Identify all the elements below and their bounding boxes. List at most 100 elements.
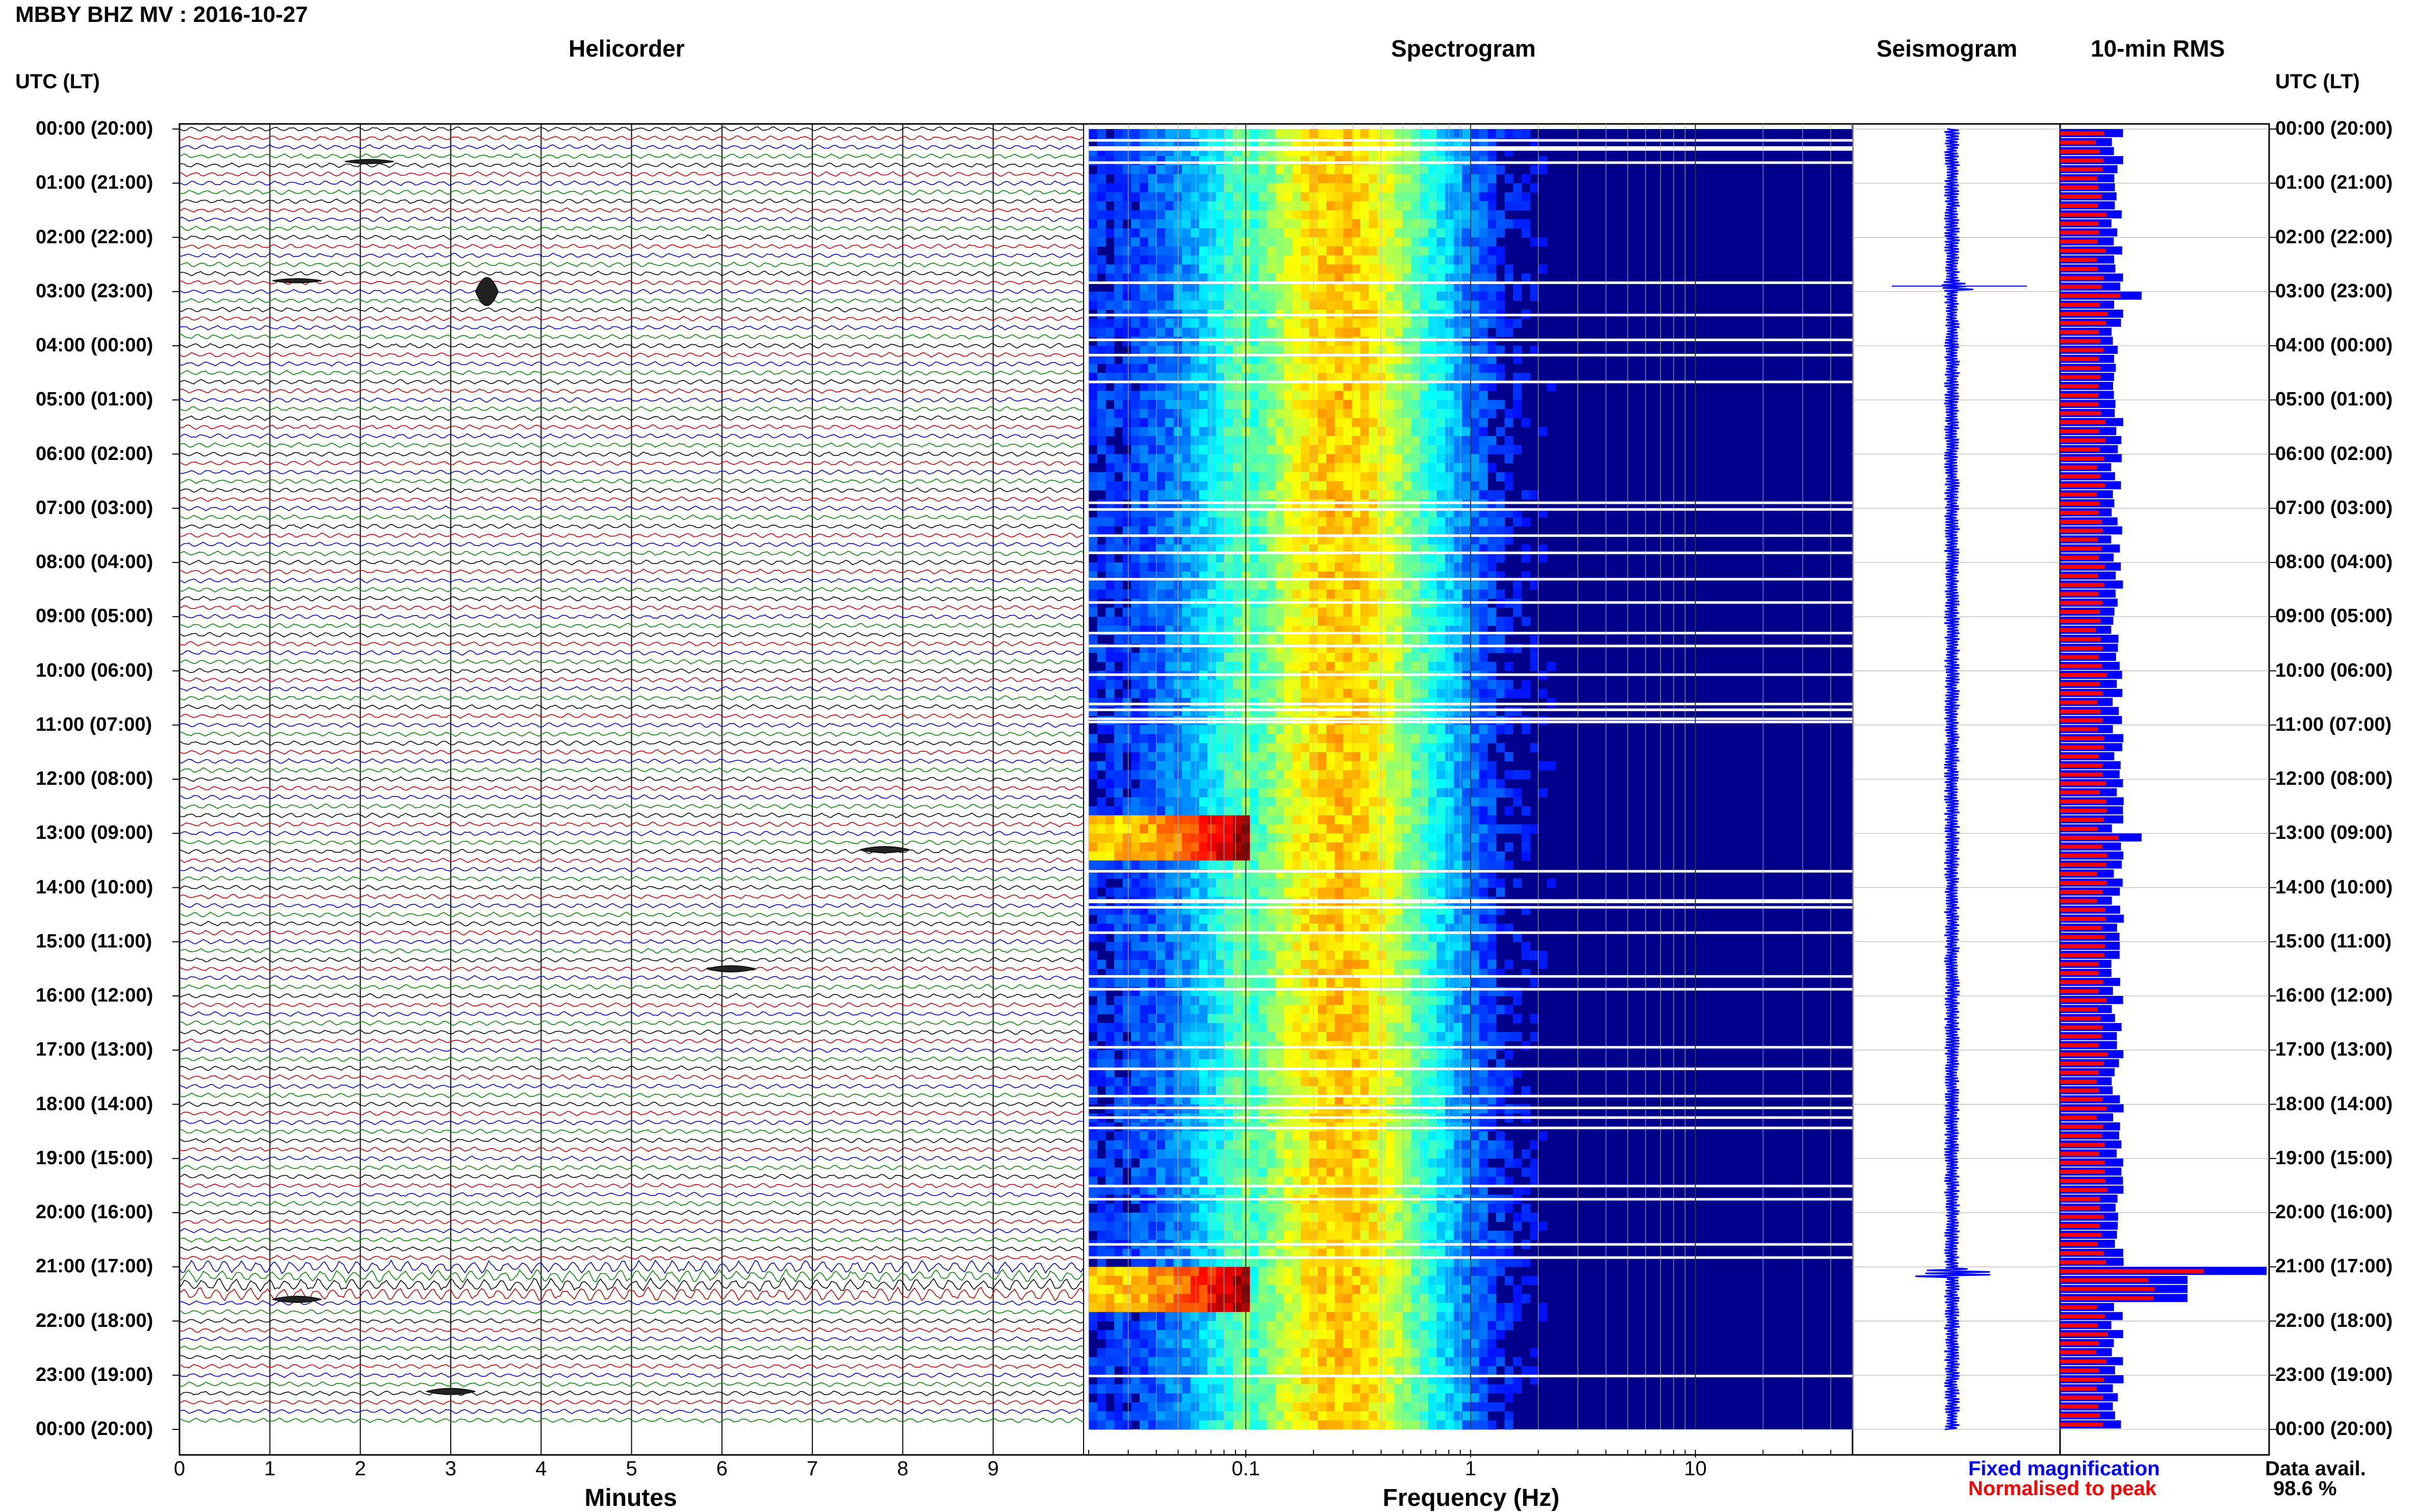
spectrogram-cell <box>1335 888 1344 897</box>
spectrogram-cell <box>1369 526 1377 535</box>
spectrogram-cell <box>1224 183 1233 192</box>
spectrogram-cell <box>1326 879 1335 888</box>
spectrogram-cell <box>1182 481 1191 491</box>
spectrogram-cell <box>1496 210 1505 219</box>
spectrogram-cell <box>1369 174 1377 184</box>
spectrogram-cell <box>1250 255 1258 265</box>
spectrogram-cell <box>1199 192 1207 201</box>
spectrogram-cell <box>1216 779 1225 788</box>
spectrogram-cell <box>1386 400 1395 409</box>
spectrogram-cell <box>1148 400 1157 409</box>
spectrogram-cell <box>1207 481 1216 491</box>
spectrogram-cell <box>1505 662 1513 671</box>
spectrogram-cell <box>1207 427 1216 436</box>
spectrogram-cell <box>1411 734 1420 744</box>
spectrogram-cell <box>1360 526 1369 535</box>
spectrogram-cell <box>1258 743 1267 752</box>
spectrogram-cell <box>1224 273 1233 283</box>
spectrogram-cell <box>1411 228 1420 238</box>
spectrogram-cell <box>1199 409 1207 418</box>
spectrogram-cell <box>1165 553 1174 562</box>
spectrogram-cell <box>1156 852 1165 861</box>
spectrogram-cell <box>1207 129 1216 138</box>
spectrogram-cell <box>1293 445 1301 454</box>
spectrogram-cell <box>1403 400 1411 409</box>
spectrogram-cell <box>1326 680 1335 689</box>
spectrogram-cell <box>1165 770 1174 779</box>
spectrogram-cell <box>1462 888 1471 897</box>
spectrogram-cell <box>1131 518 1140 527</box>
spectrogram-cell <box>1301 463 1309 472</box>
spectrogram-cell <box>1131 662 1140 671</box>
spectrogram-cell <box>1487 860 1496 869</box>
spectrogram-cell <box>1199 391 1207 400</box>
spectrogram-cell <box>1394 328 1403 337</box>
spectrogram-cell <box>1522 942 1530 951</box>
spectrogram-cell <box>1123 337 1132 346</box>
spectrogram-cell <box>1258 165 1267 174</box>
spectrogram-cell <box>1343 518 1352 527</box>
spectrogram-cell <box>1487 174 1496 184</box>
spectrogram-cell <box>1343 463 1352 472</box>
spectrogram-cell <box>1207 409 1216 418</box>
spectrogram-cell <box>1140 156 1148 165</box>
spectrogram-cell <box>1233 165 1242 174</box>
spectrogram-cell <box>1496 825 1505 834</box>
spectrogram-cell <box>1479 960 1488 969</box>
spectrogram-cell <box>1182 273 1191 283</box>
spectrogram-cell <box>1207 860 1216 869</box>
spectrogram-cell <box>1301 409 1309 418</box>
spectrogram-cell <box>1097 292 1106 301</box>
spectrogram-cell <box>1284 860 1293 869</box>
spectrogram-cell <box>1377 319 1386 328</box>
spectrogram-cell <box>1377 518 1386 527</box>
spectrogram-cell <box>1343 409 1352 418</box>
spectrogram-cell <box>1224 833 1233 842</box>
spectrogram-cell <box>1522 842 1530 852</box>
spectrogram-cell <box>1343 951 1352 960</box>
spectrogram-cell <box>1301 825 1309 834</box>
spectrogram-cell <box>1377 201 1386 211</box>
spectrogram-cell <box>1293 635 1301 644</box>
spectrogram-cell <box>1148 553 1157 562</box>
spectrogram-cell <box>1479 689 1488 698</box>
spectrogram-cell <box>1089 409 1097 418</box>
spectrogram-cell <box>1140 653 1148 662</box>
spectrogram-cell <box>1445 879 1454 888</box>
spectrogram-cell <box>1089 806 1097 815</box>
spectrogram-cell <box>1275 219 1284 228</box>
spectrogram-cell <box>1123 553 1132 562</box>
spectrogram-cell <box>1089 608 1097 617</box>
spectrogram-cell <box>1436 698 1445 707</box>
spectrogram-cell <box>1097 725 1106 734</box>
spectrogram-cell <box>1258 445 1267 454</box>
spectrogram-cell <box>1131 418 1140 427</box>
spectrogram-cell <box>1105 842 1114 852</box>
spectrogram-cell <box>1207 301 1216 310</box>
spectrogram-cell <box>1411 481 1420 491</box>
spectrogram-cell <box>1496 246 1505 255</box>
spectrogram-cell <box>1165 364 1174 373</box>
spectrogram-cell <box>1199 951 1207 960</box>
spectrogram-cell <box>1377 246 1386 255</box>
spectrogram-cell <box>1513 580 1522 590</box>
spectrogram-cell <box>1284 337 1293 346</box>
spectrogram-cell <box>1275 725 1284 734</box>
spectrogram-cell <box>1131 951 1140 960</box>
spectrogram-cell <box>1131 653 1140 662</box>
spectrogram-cell <box>1284 825 1293 834</box>
spectrogram-cell <box>1233 797 1242 806</box>
spectrogram-cell <box>1114 915 1123 924</box>
spectrogram-cell <box>1216 553 1225 562</box>
spectrogram-cell <box>1343 454 1352 464</box>
spectrogram-cell <box>1224 526 1233 535</box>
spectrogram-cell <box>1267 265 1276 274</box>
spectrogram-cell <box>1479 761 1488 771</box>
spectrogram-cell <box>1505 716 1513 725</box>
spectrogram-cell <box>1293 933 1301 942</box>
spectrogram-cell <box>1284 382 1293 391</box>
spectrogram-cell <box>1394 942 1403 951</box>
spectrogram-cell <box>1377 580 1386 590</box>
spectrogram-cell <box>1123 590 1132 599</box>
spectrogram-cell <box>1148 734 1157 744</box>
